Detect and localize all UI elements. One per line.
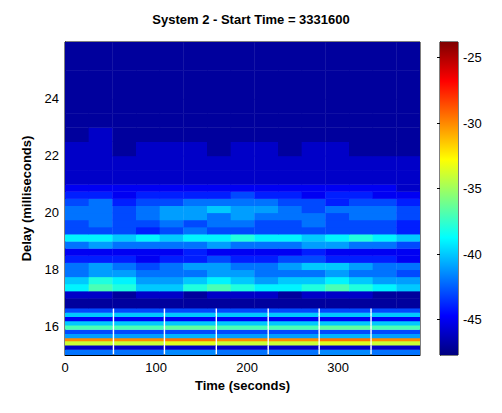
svg-text:22: 22 xyxy=(45,148,59,163)
svg-text:-30: -30 xyxy=(463,116,482,131)
svg-text:-45: -45 xyxy=(463,312,482,327)
svg-text:300: 300 xyxy=(327,360,349,375)
svg-text:-25: -25 xyxy=(463,50,482,65)
svg-text:24: 24 xyxy=(45,91,59,106)
svg-text:Delay (milliseconds): Delay (milliseconds) xyxy=(19,136,34,262)
svg-text:20: 20 xyxy=(45,205,59,220)
svg-text:-35: -35 xyxy=(463,181,482,196)
svg-text:16: 16 xyxy=(45,319,59,334)
svg-text:-40: -40 xyxy=(463,247,482,262)
svg-text:100: 100 xyxy=(145,360,167,375)
svg-text:18: 18 xyxy=(45,262,59,277)
svg-text:0: 0 xyxy=(61,360,68,375)
svg-text:200: 200 xyxy=(236,360,258,375)
svg-text:Time (seconds): Time (seconds) xyxy=(195,378,290,393)
svg-text:System 2 - Start Time = 333160: System 2 - Start Time = 3331600 xyxy=(152,12,349,27)
